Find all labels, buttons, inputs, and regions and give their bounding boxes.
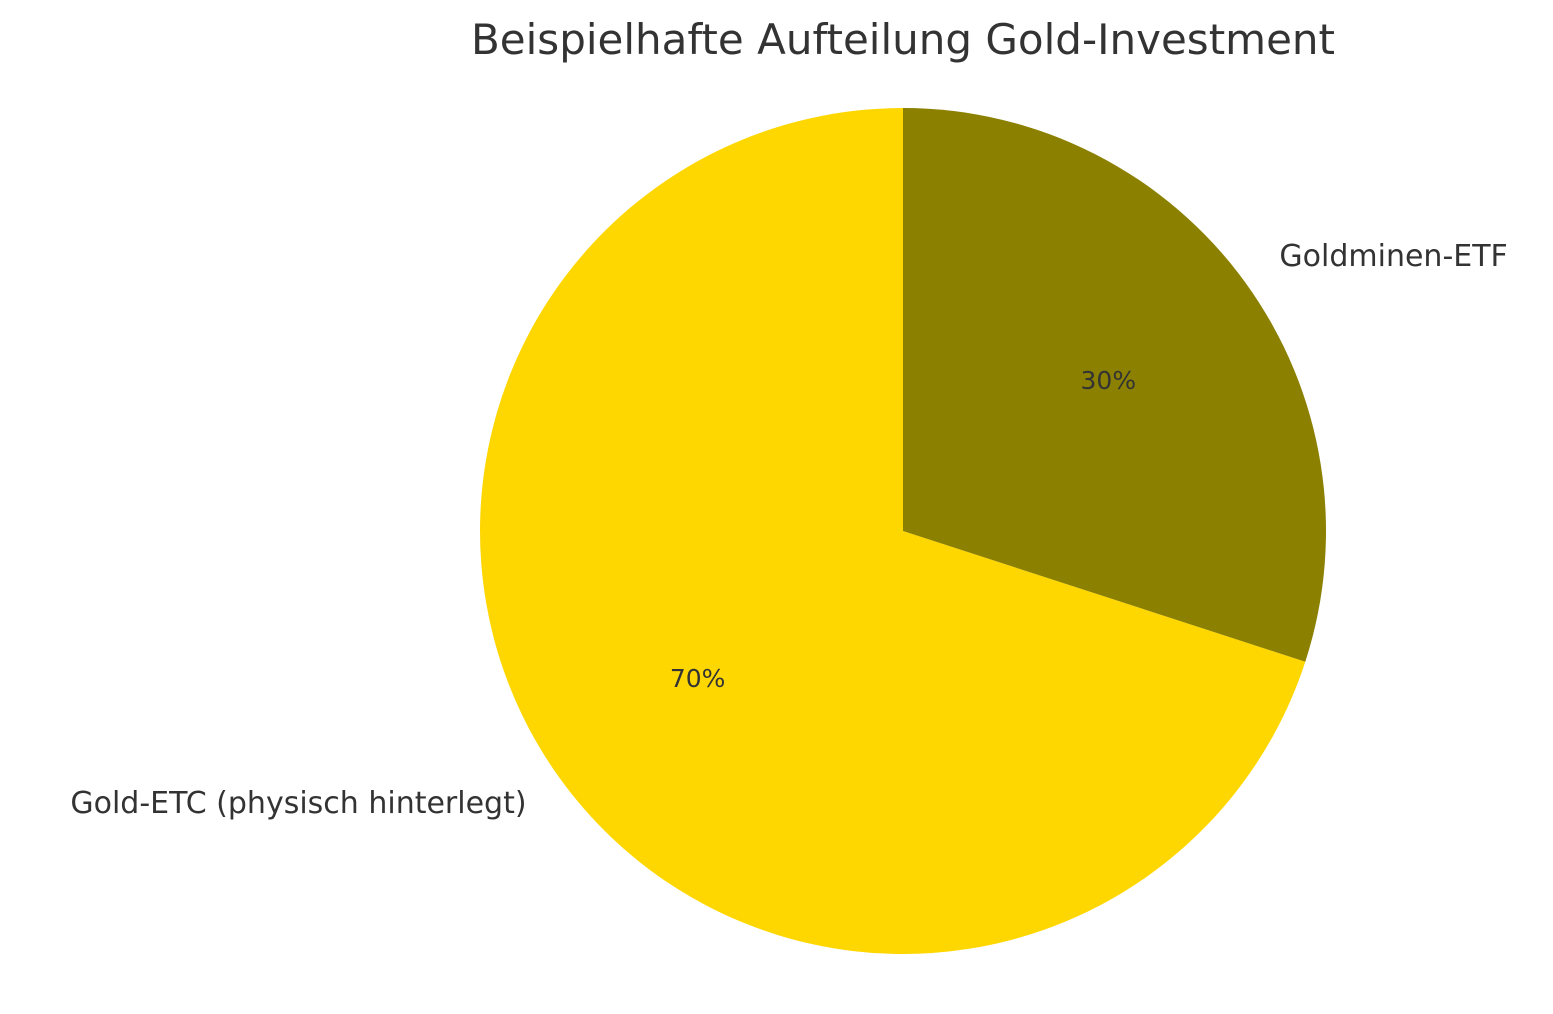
pie-labels: Gold-ETC (physisch hinterlegt) 70% Goldmin…: [70, 239, 1507, 821]
pie-slices: [480, 108, 1326, 954]
chart-title: Beispielhafte Aufteilung Gold-Investment: [471, 15, 1335, 64]
pie-slice-goldminen-etf: [903, 108, 1326, 662]
slice-label-goldminen-etf: Goldminen-ETF: [1279, 239, 1507, 274]
pie-slice-gold-etc-physisch-hinterlegt: [480, 108, 1306, 954]
slice-label-gold-etc-physisch-hinterlegt: Gold-ETC (physisch hinterlegt): [70, 786, 526, 821]
slice-percentage-gold-etc-physisch-hinterlegt: 70%: [670, 664, 726, 693]
slice-percentage-goldminen-etf: 30%: [1081, 366, 1137, 395]
